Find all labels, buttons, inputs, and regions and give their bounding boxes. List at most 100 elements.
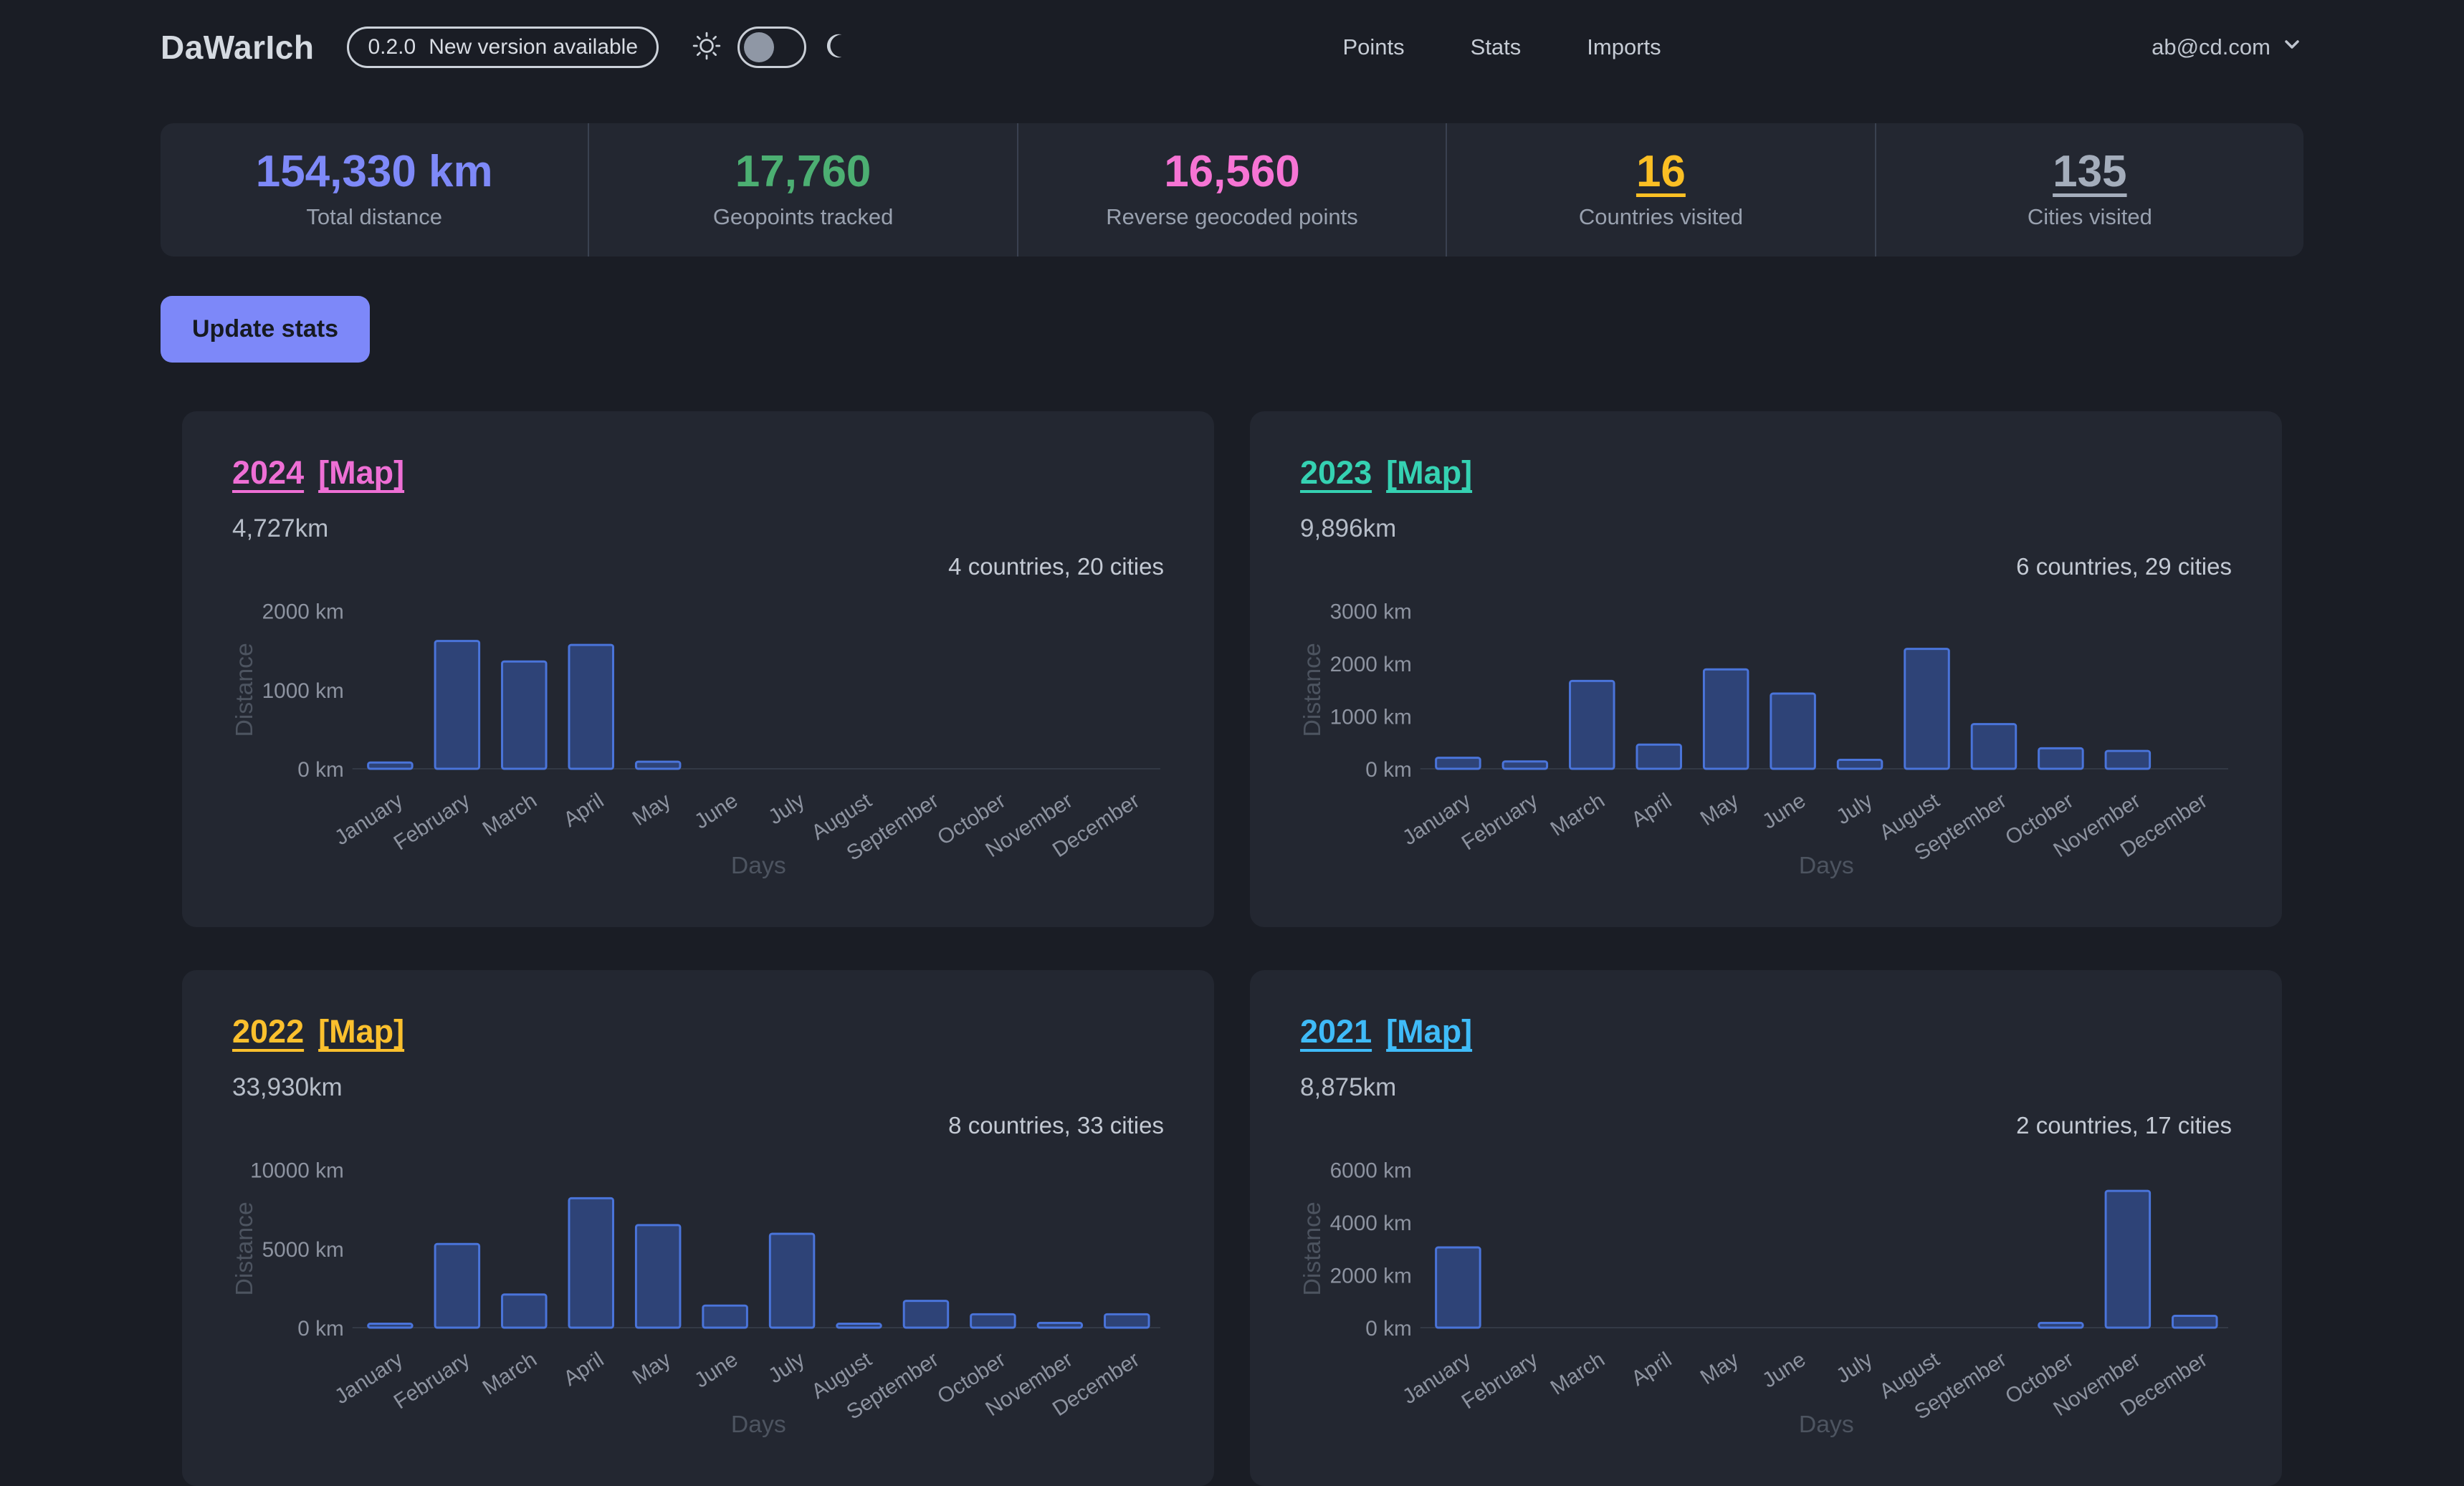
stats-summary-card: 154,330 km Total distance 17,760 Geopoin… bbox=[161, 123, 2303, 257]
svg-text:May: May bbox=[1696, 789, 1743, 830]
svg-text:February: February bbox=[1458, 1348, 1542, 1414]
theme-toggle[interactable] bbox=[737, 27, 807, 68]
page-container: DaWarIch 0.2.0 New version available bbox=[161, 0, 2303, 1486]
stat-label: Cities visited bbox=[2027, 204, 2152, 229]
svg-text:April: April bbox=[559, 789, 608, 832]
nav-item-points[interactable]: Points bbox=[1342, 34, 1405, 59]
svg-text:March: March bbox=[1547, 789, 1609, 841]
stat-value-countries-link[interactable]: 16 bbox=[1635, 147, 1686, 196]
version-message: New version available bbox=[429, 35, 639, 59]
moon-icon bbox=[822, 31, 852, 64]
year-card-title: 2021 [Map] bbox=[1300, 1013, 2232, 1050]
svg-text:June: June bbox=[690, 1348, 742, 1393]
svg-text:February: February bbox=[390, 789, 474, 855]
svg-text:2000 km: 2000 km bbox=[262, 600, 344, 624]
map-link[interactable]: [Map] bbox=[1386, 1013, 1473, 1050]
stat-cell-geopoints: 17,760 Geopoints tracked bbox=[589, 123, 1018, 257]
year-summary: 4 countries, 20 cities bbox=[948, 553, 1164, 580]
svg-text:March: March bbox=[1547, 1348, 1609, 1400]
chevron-down-icon bbox=[2281, 33, 2303, 62]
svg-text:0 km: 0 km bbox=[297, 1317, 344, 1341]
svg-text:April: April bbox=[1627, 789, 1676, 832]
svg-text:June: June bbox=[690, 789, 742, 834]
user-menu[interactable]: ab@cd.com bbox=[2152, 33, 2303, 62]
toggle-knob bbox=[744, 32, 775, 62]
year-distance: 4,727km bbox=[232, 514, 329, 542]
svg-text:April: April bbox=[1627, 1348, 1676, 1391]
svg-text:April: April bbox=[559, 1348, 608, 1391]
top-bar-left: DaWarIch 0.2.0 New version available bbox=[161, 27, 852, 68]
svg-text:2000 km: 2000 km bbox=[1330, 1265, 1412, 1288]
version-number: 0.2.0 bbox=[368, 35, 416, 59]
map-link[interactable]: [Map] bbox=[318, 454, 405, 491]
year-card: 2023 [Map] 9,896km 6 countries, 29 citie… bbox=[1250, 411, 2282, 927]
year-card: 2024 [Map] 4,727km 4 countries, 20 citie… bbox=[182, 411, 1214, 927]
version-badge[interactable]: 0.2.0 New version available bbox=[347, 27, 659, 68]
svg-text:0 km: 0 km bbox=[297, 758, 344, 782]
stat-label: Reverse geocoded points bbox=[1106, 204, 1358, 229]
theme-switcher bbox=[692, 27, 852, 68]
svg-text:February: February bbox=[1458, 789, 1542, 855]
stat-cell-cities: 135 Cities visited bbox=[1876, 123, 2303, 257]
svg-text:1000 km: 1000 km bbox=[262, 679, 344, 703]
year-card: 2022 [Map] 33,930km 8 countries, 33 citi… bbox=[182, 970, 1214, 1486]
stat-cell-countries: 16 Countries visited bbox=[1447, 123, 1876, 257]
svg-text:July: July bbox=[764, 789, 808, 830]
svg-text:5000 km: 5000 km bbox=[262, 1238, 344, 1262]
year-cards-grid: 2024 [Map] 4,727km 4 countries, 20 citie… bbox=[182, 411, 2282, 1486]
svg-text:Distance: Distance bbox=[232, 1202, 258, 1295]
svg-text:May: May bbox=[629, 1348, 675, 1389]
year-link[interactable]: 2023 bbox=[1300, 454, 1372, 491]
year-summary: 2 countries, 17 cities bbox=[2016, 1112, 2232, 1139]
update-stats-button[interactable]: Update stats bbox=[161, 296, 371, 363]
year-distance: 33,930km bbox=[232, 1073, 343, 1101]
svg-text:May: May bbox=[1696, 1348, 1743, 1389]
top-bar: DaWarIch 0.2.0 New version available bbox=[161, 0, 2303, 95]
year-card-title: 2022 [Map] bbox=[232, 1013, 1164, 1050]
year-card: 2021 [Map] 8,875km 2 countries, 17 citie… bbox=[1250, 970, 2282, 1486]
main-nav: Points Stats Imports bbox=[1342, 34, 1661, 60]
stat-label: Countries visited bbox=[1578, 204, 1743, 229]
svg-text:Days: Days bbox=[1799, 1411, 1854, 1438]
svg-text:Days: Days bbox=[731, 852, 786, 879]
year-summary: 6 countries, 29 cities bbox=[2016, 553, 2232, 580]
map-link[interactable]: [Map] bbox=[318, 1013, 405, 1050]
year-link[interactable]: 2024 bbox=[232, 454, 305, 491]
svg-text:May: May bbox=[629, 789, 675, 830]
svg-text:0 km: 0 km bbox=[1365, 1317, 1412, 1341]
svg-text:0 km: 0 km bbox=[1365, 758, 1412, 782]
stat-cell-reverse-geocoded: 16,560 Reverse geocoded points bbox=[1018, 123, 1448, 257]
stat-value: 154,330 km bbox=[255, 147, 493, 196]
map-link[interactable]: [Map] bbox=[1386, 454, 1473, 491]
year-link[interactable]: 2021 bbox=[1300, 1013, 1372, 1050]
year-distance: 9,896km bbox=[1300, 514, 1397, 542]
app-logo: DaWarIch bbox=[161, 29, 315, 66]
svg-text:6000 km: 6000 km bbox=[1330, 1159, 1412, 1183]
svg-text:2000 km: 2000 km bbox=[1330, 653, 1412, 676]
svg-text:July: July bbox=[1832, 789, 1876, 830]
svg-text:1000 km: 1000 km bbox=[1330, 706, 1412, 729]
svg-text:Days: Days bbox=[731, 1411, 786, 1438]
stat-label: Total distance bbox=[306, 204, 442, 229]
user-email: ab@cd.com bbox=[2152, 34, 2270, 59]
svg-text:10000 km: 10000 km bbox=[250, 1159, 344, 1183]
svg-text:3000 km: 3000 km bbox=[1330, 600, 1412, 624]
nav-item-imports[interactable]: Imports bbox=[1587, 34, 1661, 59]
nav-item-stats[interactable]: Stats bbox=[1470, 34, 1522, 59]
svg-text:June: June bbox=[1758, 1348, 1810, 1393]
svg-text:July: July bbox=[1832, 1348, 1876, 1389]
svg-text:Distance: Distance bbox=[1300, 643, 1326, 737]
svg-text:Distance: Distance bbox=[1300, 1202, 1326, 1295]
year-card-title: 2024 [Map] bbox=[232, 454, 1164, 492]
svg-text:Distance: Distance bbox=[232, 643, 258, 737]
svg-text:4000 km: 4000 km bbox=[1330, 1212, 1412, 1235]
stat-label: Geopoints tracked bbox=[712, 204, 894, 229]
stat-value-cities-link[interactable]: 135 bbox=[2053, 147, 2127, 196]
sun-icon bbox=[692, 31, 722, 64]
year-summary: 8 countries, 33 cities bbox=[948, 1112, 1164, 1139]
year-link[interactable]: 2022 bbox=[232, 1013, 305, 1050]
